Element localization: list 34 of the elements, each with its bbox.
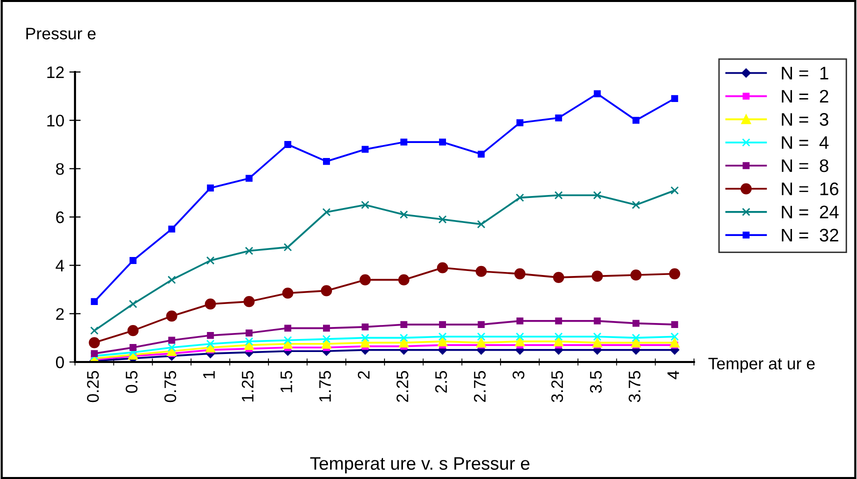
x-tick-label: 1.75: [319, 371, 331, 402]
legend-label: N = 24: [782, 206, 839, 218]
x-tick-label: 3.5: [590, 371, 602, 393]
x-tick-label: 1: [203, 371, 215, 378]
x-axis-title: Temper at ur e: [708, 358, 815, 373]
x-tick-label: 4: [668, 370, 679, 380]
x-tick-label: 3.75: [628, 371, 640, 402]
legend-label: N = 32: [782, 228, 838, 242]
x-tick-label: 1.25: [242, 371, 254, 402]
y-tick-label: 4: [56, 260, 64, 272]
legend-label: N = 2: [782, 90, 828, 102]
y-tick-label: 0: [56, 356, 64, 368]
x-tick-label: 2.75: [474, 371, 486, 402]
x-tick-label: 2.5: [435, 371, 448, 393]
y-tick-label: 2: [56, 308, 64, 320]
x-tick-label: 3.25: [551, 371, 564, 402]
x-tick-label: 0.5: [126, 371, 138, 393]
legend-label: N = 3: [782, 113, 828, 126]
x-tick-label: 0.75: [164, 371, 176, 402]
y-tick-label: 10: [47, 114, 64, 127]
y-tick-label: 12: [47, 66, 64, 78]
legend-label: N = 8: [782, 159, 828, 172]
legend-label: N = 16: [782, 182, 838, 196]
x-tick-label: 1.5: [280, 371, 292, 392]
x-tick-label: 0.25: [87, 371, 99, 402]
y-axis-title: Pressur e: [26, 28, 96, 40]
legend-label: N = 4: [782, 136, 829, 149]
x-tick-label: 2: [358, 371, 370, 379]
y-tick-label: 8: [56, 163, 64, 175]
y-tick-label: 6: [56, 211, 64, 224]
legend-label: N = 1: [782, 66, 828, 80]
x-tick-label: 2.25: [396, 371, 408, 402]
x-tick-label: 3: [512, 371, 524, 379]
text: Temperat ure v. s Pressur e: [310, 457, 530, 474]
